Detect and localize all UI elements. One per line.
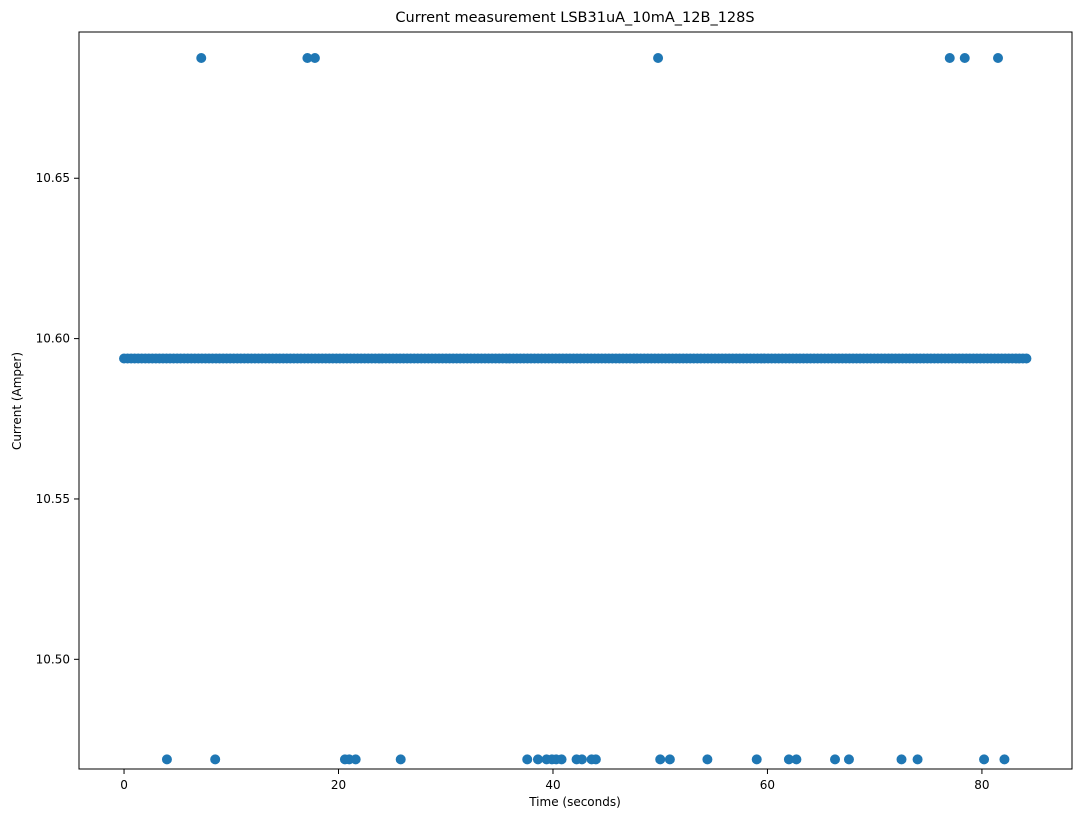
x-tick-label: 0 [120,778,128,792]
plot-frame [78,31,1073,770]
data-point-low [830,754,841,765]
data-point-low [590,754,601,765]
data-point [1021,353,1032,364]
y-axis-ticks: 10.50 10.55 10.60 10.65 [36,171,79,666]
y-tick-label: 10.50 [36,652,70,666]
x-tick-label: 40 [545,778,560,792]
y-tick-label: 10.60 [36,332,70,346]
x-tick-label: 80 [974,778,989,792]
data-point-high [993,52,1004,63]
data-point-low [979,754,990,765]
y-tick-label: 10.55 [36,492,70,506]
data-point-low [210,754,221,765]
data-point-low [791,754,802,765]
data-point-low [532,754,543,765]
x-axis-label: Time (seconds) [528,795,621,809]
data-point-low [655,754,666,765]
x-tick-label: 20 [331,778,346,792]
data-point-low [999,754,1010,765]
data-point-low [751,754,762,765]
data-point-low [576,754,587,765]
data-point-low [896,754,907,765]
data-point-low [664,754,675,765]
data-point-high [196,52,207,63]
data-point-low [783,754,794,765]
data-point-low [912,754,923,765]
y-tick-label: 10.65 [36,171,70,185]
data-point-high [653,52,664,63]
data-point-low [843,754,854,765]
x-tick-label: 60 [760,778,775,792]
x-axis-ticks: 0 20 40 60 80 [120,769,990,792]
data-point-low [702,754,713,765]
data-point-high [302,52,313,63]
data-point-low [395,754,406,765]
data-point-high [309,52,320,63]
data-point-low [522,754,533,765]
data-point-high [959,52,970,63]
chart-title: Current measurement LSB31uA_10mA_12B_128… [395,10,754,26]
data-point-low [161,754,172,765]
y-axis-label: Current (Amper) [10,352,24,450]
markers [119,52,1032,765]
data-point-high [944,52,955,63]
data-point-low [350,754,361,765]
data-point-low [556,754,567,765]
